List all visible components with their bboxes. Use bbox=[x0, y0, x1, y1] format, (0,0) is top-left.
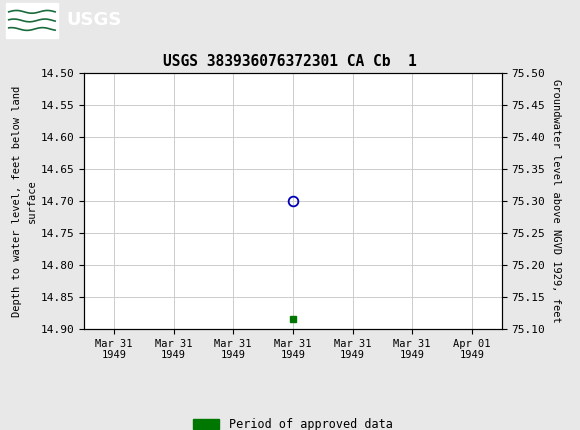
Y-axis label: Groundwater level above NGVD 1929, feet: Groundwater level above NGVD 1929, feet bbox=[551, 79, 561, 323]
Text: USGS: USGS bbox=[67, 12, 122, 29]
Text: USGS 383936076372301 CA Cb  1: USGS 383936076372301 CA Cb 1 bbox=[163, 54, 417, 69]
Legend: Period of approved data: Period of approved data bbox=[188, 413, 397, 430]
Y-axis label: Depth to water level, feet below land
surface: Depth to water level, feet below land su… bbox=[12, 86, 37, 316]
FancyBboxPatch shape bbox=[6, 3, 58, 37]
